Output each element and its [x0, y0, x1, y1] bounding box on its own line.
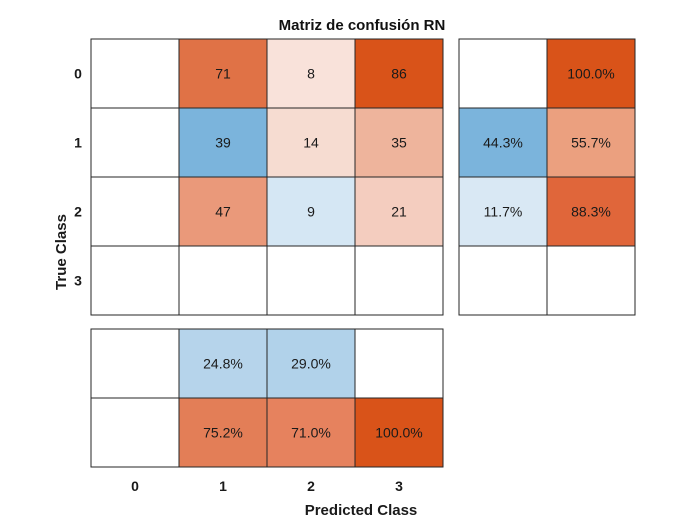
row-summary-value: 88.3%	[571, 204, 611, 220]
y-axis-label: True Class	[53, 214, 70, 290]
matrix-cell-value: 8	[307, 66, 315, 82]
column-summary-cell	[178, 397, 268, 468]
column-summary-cell	[354, 328, 444, 399]
column-summary-value: 24.8%	[203, 356, 243, 372]
row-summary-cell	[546, 176, 636, 247]
x-tick-labels: 0 1 2 3	[131, 478, 403, 494]
column-summary-value: 100.0%	[375, 425, 422, 441]
matrix-cell-value: 9	[307, 204, 315, 220]
matrix-cell-value: 35	[391, 135, 407, 151]
x-tick-label: 2	[307, 478, 315, 494]
row-summary-value: 44.3%	[483, 135, 523, 151]
matrix-cell	[266, 176, 356, 247]
column-summary-value: 29.0%	[291, 356, 331, 372]
column-summary-cell	[354, 397, 444, 468]
column-summary-value: 75.2%	[203, 425, 243, 441]
row-summary-cell	[546, 38, 636, 109]
y-tick-label: 1	[74, 135, 82, 151]
x-tick-label: 1	[219, 478, 227, 494]
matrix-cell-value: 71	[215, 66, 231, 82]
matrix-cell	[354, 107, 444, 178]
column-summary-cell	[266, 397, 356, 468]
row-summary-grid: 100.0% 44.3% 55.7% 11.7% 88.3%	[458, 38, 636, 316]
matrix-cell	[178, 245, 268, 316]
y-tick-label: 3	[74, 273, 82, 289]
matrix-cell	[90, 245, 180, 316]
row-summary-value: 100.0%	[567, 66, 614, 82]
row-summary-cell	[458, 38, 548, 109]
matrix-cell-value: 21	[391, 204, 407, 220]
matrix-cell	[266, 38, 356, 109]
matrix-cell	[354, 38, 444, 109]
matrix-cell	[90, 38, 180, 109]
column-summary-cell	[90, 397, 180, 468]
matrix-cell	[354, 245, 444, 316]
column-summary-cell	[266, 328, 356, 399]
matrix-cell	[178, 107, 268, 178]
matrix-cell	[90, 107, 180, 178]
matrix-cell-value: 39	[215, 135, 231, 151]
chart-title: Matriz de confusión RN	[279, 17, 446, 34]
matrix-cell	[266, 245, 356, 316]
row-summary-cell	[546, 107, 636, 178]
column-summary-value: 71.0%	[291, 425, 331, 441]
row-summary-value: 55.7%	[571, 135, 611, 151]
y-tick-labels: 0 1 2 3	[74, 66, 82, 289]
matrix-cell-value: 47	[215, 204, 231, 220]
row-summary-cell	[458, 176, 548, 247]
matrix-cell-value: 14	[303, 135, 319, 151]
x-tick-label: 0	[131, 478, 139, 494]
matrix-cell-value: 86	[391, 66, 407, 82]
x-axis-label: Predicted Class	[305, 502, 418, 519]
column-summary-grid: 24.8% 29.0% 75.2% 71.0% 100.0%	[90, 328, 444, 468]
row-summary-value: 11.7%	[484, 204, 523, 220]
row-summary-cell	[458, 245, 548, 316]
x-tick-label: 3	[395, 478, 403, 494]
row-summary-cell	[546, 245, 636, 316]
matrix-cell	[178, 38, 268, 109]
matrix-cell	[90, 176, 180, 247]
confusion-matrix-grid: 71 8 86 39 14 35 47 9 21	[90, 38, 444, 316]
y-tick-label: 2	[74, 204, 82, 220]
column-summary-cell	[90, 328, 180, 399]
matrix-cell	[266, 107, 356, 178]
y-tick-label: 0	[74, 66, 82, 82]
